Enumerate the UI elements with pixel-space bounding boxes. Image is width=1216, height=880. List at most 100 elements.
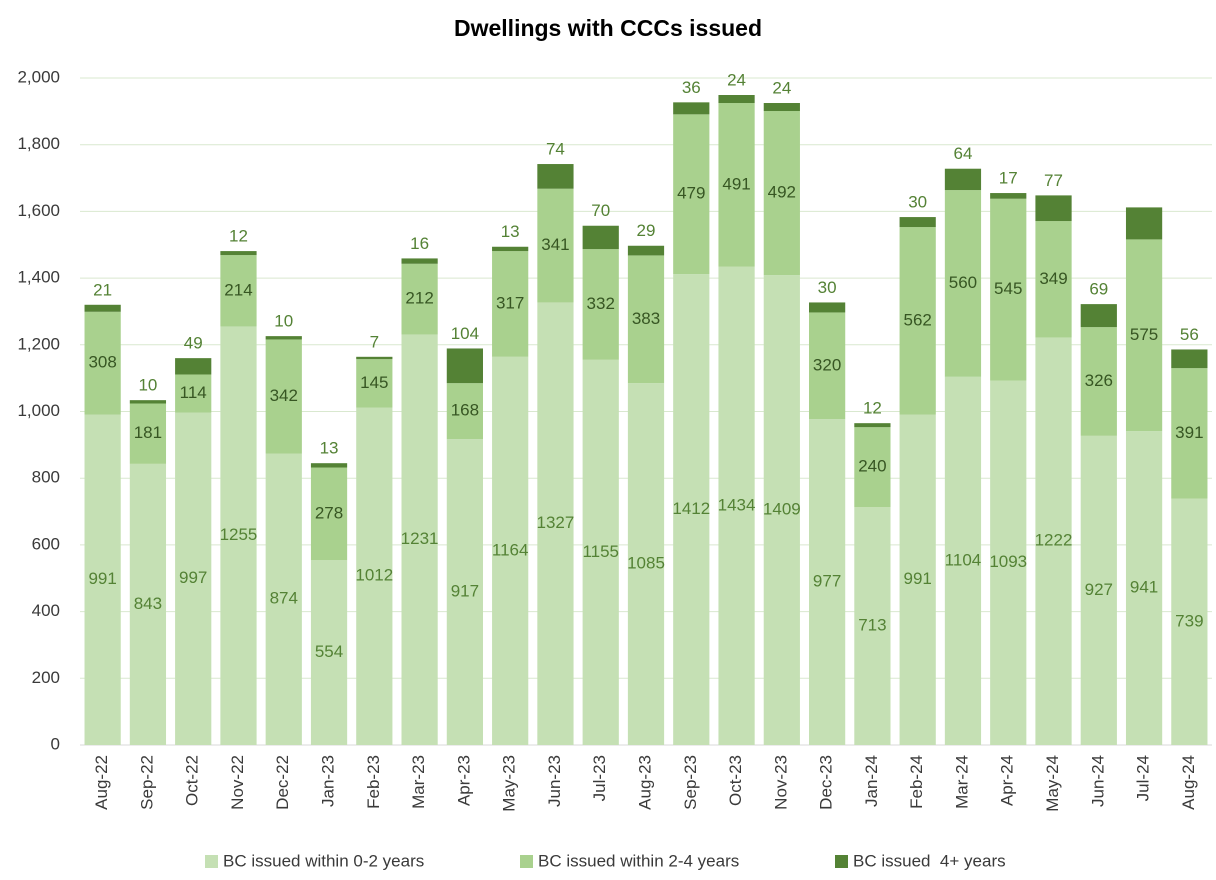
bar-segment [990, 198, 1027, 381]
data-label: 997 [179, 568, 207, 587]
bar-segment [310, 463, 348, 468]
x-tick-label: Oct-22 [183, 755, 202, 806]
y-tick-label: 1,000 [17, 401, 60, 420]
data-label: 1104 [945, 550, 982, 569]
y-tick-label: 1,200 [17, 334, 60, 353]
data-label: 74 [546, 140, 565, 159]
data-label: 1409 [763, 500, 801, 519]
x-tick-label: Nov-22 [228, 755, 247, 810]
bar-segment [1125, 207, 1163, 240]
x-tick-label: May-24 [1043, 755, 1062, 812]
data-label: 391 [1175, 423, 1203, 442]
bar-segment [356, 359, 393, 408]
bar-segment [854, 507, 891, 745]
bar-segment [718, 95, 755, 104]
bar-segment [265, 339, 302, 454]
data-label: 17 [999, 169, 1018, 188]
bar-segment [310, 467, 348, 561]
data-label: 320 [813, 355, 841, 374]
data-label: 977 [813, 572, 841, 591]
bar-segment [446, 439, 483, 745]
data-label: 349 [1039, 269, 1067, 288]
y-tick-label: 1,600 [17, 201, 60, 220]
bar-segment [220, 326, 257, 745]
x-tick-label: Aug-24 [1179, 755, 1198, 810]
data-label: 10 [274, 312, 293, 331]
bar-segment [763, 103, 800, 112]
data-label: 317 [496, 293, 524, 312]
bar-segment [129, 463, 167, 745]
bar-segment [1171, 349, 1208, 369]
bar-segment [990, 380, 1027, 745]
bar-segment [446, 383, 483, 440]
data-label: 713 [858, 616, 886, 635]
x-tick-label: Mar-24 [952, 755, 971, 809]
bar-segment [537, 188, 574, 303]
data-label: 491 [722, 174, 750, 193]
bar-segment [809, 419, 846, 745]
x-tick-label: Aug-23 [635, 755, 654, 810]
legend-swatch [520, 855, 533, 868]
data-label: 168 [451, 401, 479, 420]
data-label: 1012 [355, 566, 393, 585]
data-label: 10 [138, 376, 157, 395]
bar-segment [446, 348, 483, 384]
data-label: 212 [405, 289, 433, 308]
bar-segment [1035, 195, 1072, 222]
chart-title: Dwellings with CCCs issued [454, 15, 762, 41]
bar-segment [899, 414, 936, 745]
data-label: 49 [184, 334, 203, 353]
data-label: 181 [134, 423, 162, 442]
legend-label: BC issued 4+ years [853, 851, 1006, 870]
data-label: 941 [1130, 578, 1158, 597]
data-label: 874 [270, 589, 298, 608]
y-tick-label: 600 [32, 534, 60, 553]
data-label: 240 [858, 457, 886, 476]
bar-segment [1125, 431, 1163, 745]
data-label: 24 [727, 70, 746, 89]
data-label: 326 [1085, 371, 1113, 390]
bar-segment [673, 114, 710, 275]
data-label: 56 [1180, 325, 1199, 344]
bar-segment [809, 302, 846, 313]
data-label: 991 [88, 569, 116, 588]
bar-segment [356, 407, 393, 745]
bar-segment [537, 302, 574, 745]
bar-segment [492, 251, 529, 357]
bar-segment [1171, 368, 1208, 499]
bar-segment [265, 336, 302, 340]
legend-label: BC issued within 2-4 years [538, 851, 739, 870]
data-label: 1164 [492, 540, 529, 559]
bar-segment [84, 414, 121, 745]
data-label: 12 [229, 227, 248, 246]
x-tick-label: Aug-22 [92, 755, 111, 810]
x-tick-label: Jun-23 [545, 755, 564, 807]
bar-segment [356, 356, 393, 360]
data-label: 145 [360, 373, 388, 392]
bar-segment [492, 246, 529, 252]
data-label: 1327 [537, 513, 575, 532]
x-tick-label: Dec-22 [273, 755, 292, 810]
data-label: 104 [451, 324, 479, 343]
bar-segment [809, 312, 846, 420]
x-tick-label: Dec-23 [817, 755, 836, 810]
data-label: 29 [637, 221, 656, 240]
x-tick-label: Feb-23 [364, 755, 383, 809]
bar-segment [265, 453, 302, 745]
x-tick-label: May-23 [500, 755, 519, 812]
data-label: 332 [587, 294, 615, 313]
bar-segment [1125, 239, 1163, 432]
data-label: 214 [224, 280, 252, 299]
bar-segment [673, 102, 710, 115]
x-tick-label: Sep-23 [681, 755, 700, 810]
data-label: 21 [93, 280, 112, 299]
data-label: 1255 [220, 525, 258, 544]
y-tick-label: 1,800 [17, 134, 60, 153]
bar-segment [899, 227, 936, 415]
bar-segment [718, 103, 755, 267]
data-label: 1155 [582, 542, 619, 561]
bar-segment [899, 217, 936, 228]
bar-segment [537, 164, 574, 189]
bar-segment [854, 423, 891, 428]
